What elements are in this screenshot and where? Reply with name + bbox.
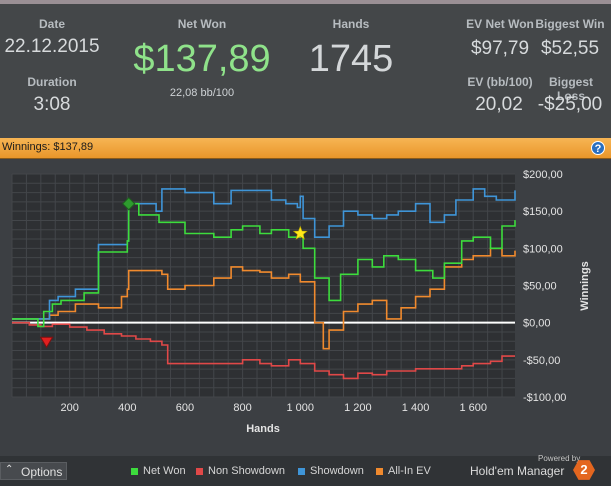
hm2-logo-icon: 2 xyxy=(573,460,595,480)
legend-label-all-in-ev: All-In EV xyxy=(388,465,431,477)
biggest-win-value: $52,55 xyxy=(540,38,600,59)
series-line-non-showdown xyxy=(12,321,515,380)
net-won-value: $137,89 xyxy=(133,38,271,80)
options-label: Options xyxy=(21,465,63,479)
legend-swatch-all-in-ev xyxy=(376,467,383,475)
legend-item-non-showdown[interactable]: Non Showdown xyxy=(196,465,285,477)
y-axis-ticks: -$100,00 -$50,00 $0,00 $50,00 $100,00 $150,00… xyxy=(523,169,566,404)
chart-markers xyxy=(39,197,308,349)
winnings-chart: -$100,00 -$50,00 $0,00 $50,00 $100,00 $150,00… xyxy=(11,169,591,435)
legend-swatch-non-showdown xyxy=(196,467,203,475)
legend-swatch-showdown xyxy=(298,467,305,475)
winnings-banner-text: Winnings: $137,89 xyxy=(2,141,94,153)
x-tick-label: 400 xyxy=(118,402,136,414)
x-axis-title: Hands xyxy=(246,423,280,435)
grid-lines xyxy=(11,173,515,398)
x-tick-label: 1 000 xyxy=(286,402,314,414)
brand-name: Hold'em Manager xyxy=(470,464,565,478)
y-tick-label: $100,00 xyxy=(523,243,563,255)
help-icon[interactable]: ? xyxy=(591,141,605,155)
ev-net-won-value: $97,79 xyxy=(470,38,530,59)
biggest-loss-value: -$25,00 xyxy=(537,94,603,115)
series-line-all-in-ev xyxy=(12,247,516,350)
powered-by-label: Powered by xyxy=(538,454,581,463)
x-tick-label: 600 xyxy=(176,402,194,414)
x-tick-label: 1 600 xyxy=(459,402,487,414)
legend-item-net-won[interactable]: Net Won xyxy=(131,465,186,477)
chart-area: -$100,00 -$50,00 $0,00 $50,00 $100,00 $150,00… xyxy=(0,159,611,456)
y-tick-label: -$50,00 xyxy=(523,355,560,367)
y-tick-label: -$100,00 xyxy=(523,392,566,404)
duration-label: Duration xyxy=(27,75,77,89)
hands-label: Hands xyxy=(332,17,370,31)
y-tick-label: $200,00 xyxy=(523,169,563,181)
net-won-label: Net Won xyxy=(177,17,227,31)
date-value: 22.12.2015 xyxy=(4,36,100,57)
window-top-edge xyxy=(0,0,611,4)
biggest-win-label: Biggest Win xyxy=(535,17,605,31)
x-axis-ticks: 200 400 600 800 1 000 1 200 1 400 1 600 xyxy=(60,402,486,414)
legend-item-all-in-ev[interactable]: All-In EV xyxy=(376,465,431,477)
star-marker-icon xyxy=(292,225,308,240)
y-tick-label: $50,00 xyxy=(523,281,557,293)
ev-bb100-label: EV (bb/100) xyxy=(467,75,533,89)
series-lines xyxy=(12,188,516,380)
chevron-up-icon: ⌃ xyxy=(5,464,14,475)
max-marker-icon xyxy=(122,197,136,211)
series-line-net-won xyxy=(12,202,516,328)
y-axis-title: Winnings xyxy=(579,261,591,310)
net-won-bb100: 22,08 bb/100 xyxy=(169,87,235,99)
min-marker-icon xyxy=(39,336,54,349)
date-label: Date xyxy=(38,17,65,31)
hands-value: 1745 xyxy=(308,38,394,80)
biggest-loss-label: Biggest Loss xyxy=(548,75,593,103)
stats-panel: Date 22.12.2015 Duration 3:08 Net Won $1… xyxy=(0,4,611,138)
y-tick-label: $0,00 xyxy=(523,318,551,330)
legend-label-net-won: Net Won xyxy=(143,465,186,477)
y-tick-label: $150,00 xyxy=(523,206,563,218)
x-tick-label: 1 200 xyxy=(344,402,372,414)
footer-bar: ⌃ Options Net Won Non Showdown Showdown … xyxy=(0,454,611,486)
ev-net-won-label: EV Net Won xyxy=(466,17,534,31)
ev-bb100-value: 20,02 xyxy=(475,94,523,115)
duration-value: 3:08 xyxy=(33,94,71,115)
winnings-banner: Winnings: $137,89 xyxy=(0,138,611,159)
legend-swatch-net-won xyxy=(131,467,138,475)
x-tick-label: 1 400 xyxy=(402,402,430,414)
x-tick-label: 800 xyxy=(233,402,251,414)
legend-item-showdown[interactable]: Showdown xyxy=(298,465,364,477)
legend-label-non-showdown: Non Showdown xyxy=(208,465,286,477)
x-tick-label: 200 xyxy=(60,402,78,414)
legend-label-showdown: Showdown xyxy=(310,465,364,477)
hm2-logo-number: 2 xyxy=(580,462,588,477)
options-button[interactable]: ⌃ Options xyxy=(0,462,67,480)
